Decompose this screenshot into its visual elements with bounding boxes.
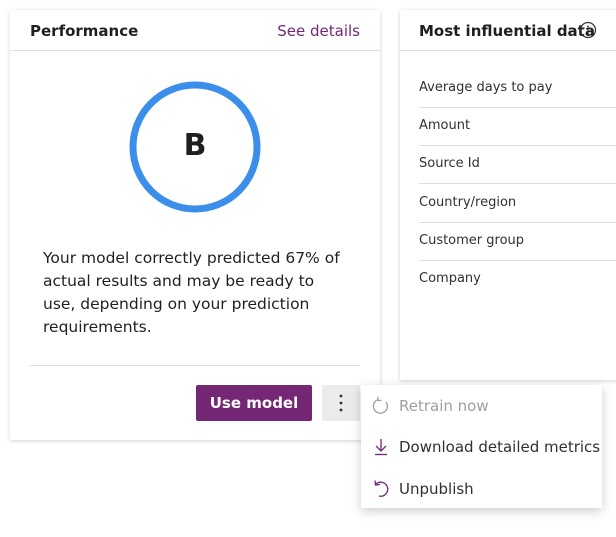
ring [129,81,261,213]
divider [419,107,616,108]
grade-ring [129,81,261,213]
influential-card: Most influential data Average days to pa… [400,10,616,380]
feature-name: Customer group [419,232,525,248]
menu-item[interactable]: Unpublish [361,469,602,509]
feature-name: Country/region [419,194,517,210]
menu-label: Retrain now [399,397,489,415]
grade: B [183,128,207,163]
more-icon [339,394,343,412]
feature-name: Average days to pay [419,80,553,95]
divider [419,145,616,147]
retrain-icon [372,397,389,414]
unpublish-icon [374,480,389,497]
menu-label: Download detailed metrics [399,438,601,456]
see-details-link[interactable]: See details [277,22,360,40]
performance-card: Performance See details B Your model cor… [10,10,380,440]
feature-name: Amount [419,118,471,134]
menu-label: Unpublish [399,480,474,498]
context-menu: Retrain now Download detailed metrics Un… [361,385,602,508]
menu-item[interactable]: Retrain now [361,386,602,426]
download-icon [375,439,387,456]
divider [419,183,616,185]
card-title: Performance [30,22,139,40]
card-title: Most influential data [419,22,595,40]
divider [419,221,616,223]
divider [419,259,616,261]
feature-name: Source Id [419,156,480,172]
divider [10,50,380,51]
divider [400,50,616,51]
feature-name: Company [419,271,481,286]
divider [30,365,360,366]
info-icon[interactable] [579,21,597,39]
use-model-button[interactable]: Use model [196,385,312,421]
description: Your model correctly predicted 67% of ac… [43,249,340,336]
menu-item[interactable]: Download detailed metrics [361,427,602,467]
more-button[interactable] [322,385,360,421]
